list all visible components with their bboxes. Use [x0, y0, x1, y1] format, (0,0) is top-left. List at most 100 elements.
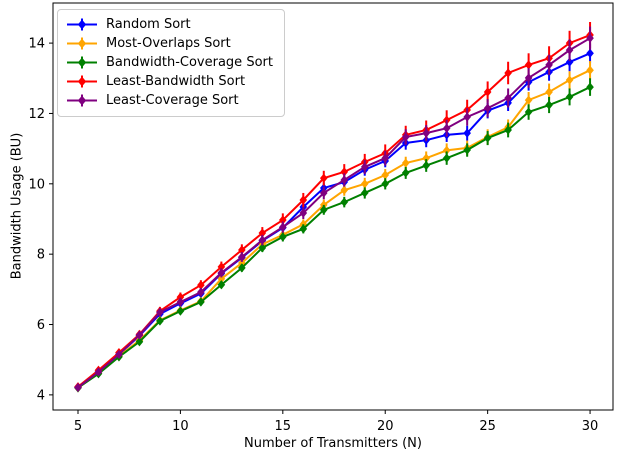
- legend-item-label: Most-Overlaps Sort: [106, 36, 231, 51]
- x-tick-label: 15: [275, 419, 292, 434]
- data-point-marker: [176, 306, 185, 316]
- data-point-marker: [238, 245, 246, 255]
- data-point-marker: [135, 337, 144, 347]
- data-point-marker: [279, 222, 287, 232]
- data-point-marker: [258, 235, 267, 245]
- data-point-marker: [115, 349, 123, 360]
- data-point-marker: [156, 307, 164, 317]
- y-tick-label: 14: [28, 37, 45, 52]
- data-point-marker: [319, 173, 328, 183]
- data-point-marker: [176, 297, 185, 307]
- legend-marker-icon: [67, 56, 97, 69]
- series-bandwidth-coverage-sort: [74, 78, 594, 393]
- data-point-marker: [217, 262, 226, 272]
- series-line: [77, 37, 591, 389]
- data-point-marker: [217, 274, 226, 284]
- data-point-marker: [504, 93, 512, 103]
- data-point-marker: [74, 382, 82, 393]
- data-point-marker: [176, 292, 185, 302]
- data-point-marker: [524, 95, 533, 105]
- data-point-marker: [381, 153, 390, 163]
- data-point-marker: [340, 175, 349, 185]
- legend-item-label: Least-Coverage Sort: [106, 93, 239, 108]
- data-point-marker: [463, 145, 471, 155]
- legend-marker-icon: [67, 18, 97, 31]
- data-point-marker: [565, 57, 574, 67]
- data-point-marker: [319, 188, 328, 198]
- y-tick-label: 4: [37, 388, 45, 403]
- data-point-marker: [217, 268, 226, 278]
- data-point-marker: [545, 87, 553, 97]
- data-point-marker: [279, 215, 287, 225]
- data-point-marker: [586, 82, 594, 92]
- data-point-marker: [504, 68, 512, 78]
- series-least-coverage-sort: [74, 26, 594, 393]
- legend-item-label: Least-Bandwidth Sort: [106, 74, 246, 89]
- legend-marker-icon: [67, 94, 97, 107]
- data-point-marker: [545, 100, 553, 110]
- legend-item: Least-Coverage Sort: [66, 93, 273, 108]
- data-point-marker: [586, 48, 594, 58]
- x-tick-label: 25: [479, 419, 496, 434]
- data-point-marker: [217, 280, 226, 290]
- legend-item: Random Sort: [66, 17, 273, 32]
- data-point-marker: [401, 132, 410, 142]
- data-point-marker: [442, 123, 451, 133]
- y-axis-title: Bandwidth Usage (BU): [9, 132, 25, 280]
- x-tick-label: 10: [172, 419, 189, 434]
- x-tick-label: 30: [582, 419, 599, 434]
- data-point-marker: [258, 228, 267, 238]
- series-line: [77, 69, 591, 389]
- data-point-marker: [381, 170, 390, 180]
- data-point-marker: [381, 179, 390, 189]
- data-point-marker: [340, 185, 349, 195]
- data-point-marker: [94, 367, 103, 377]
- series-line: [77, 34, 591, 388]
- data-point-marker: [258, 243, 267, 253]
- data-point-marker: [299, 208, 308, 218]
- y-tick-label: 10: [28, 177, 45, 192]
- data-point-marker: [299, 224, 308, 234]
- legend-item: Least-Bandwidth Sort: [66, 74, 273, 89]
- legend-item: Bandwidth-Coverage Sort: [66, 55, 273, 70]
- legend: Random Sort Most-Overlaps Sort Bandwidth-C…: [57, 9, 285, 117]
- legend-item-label: Random Sort: [106, 17, 191, 32]
- data-point-marker: [299, 195, 308, 205]
- data-point-marker: [401, 158, 410, 168]
- data-point-marker: [524, 107, 533, 117]
- data-point-marker: [197, 280, 205, 290]
- data-point-marker: [524, 60, 533, 70]
- data-point-marker: [360, 162, 369, 172]
- data-point-marker: [483, 103, 492, 113]
- data-point-marker: [360, 188, 369, 198]
- series-line: [77, 86, 591, 389]
- legend-marker-icon: [67, 37, 97, 50]
- data-point-marker: [360, 179, 369, 189]
- data-point-marker: [586, 33, 594, 43]
- x-tick-label: 20: [377, 419, 394, 434]
- data-point-marker: [463, 112, 471, 122]
- data-point-marker: [135, 330, 144, 340]
- data-point-marker: [524, 73, 533, 83]
- data-point-marker: [422, 153, 430, 163]
- data-point-marker: [545, 60, 553, 70]
- data-point-marker: [565, 92, 574, 102]
- data-point-marker: [156, 316, 164, 326]
- y-tick-label: 8: [37, 248, 45, 263]
- data-point-marker: [340, 167, 349, 177]
- data-point-marker: [565, 75, 574, 85]
- data-point-marker: [340, 197, 349, 207]
- data-point-marker: [463, 128, 471, 138]
- data-point-marker: [586, 65, 594, 75]
- data-point-marker: [442, 153, 451, 163]
- legend-marker-icon: [67, 75, 97, 88]
- data-point-marker: [504, 125, 512, 135]
- data-point-marker: [422, 128, 430, 138]
- data-point-marker: [197, 287, 205, 297]
- data-point-marker: [483, 87, 492, 97]
- y-tick-label: 6: [37, 318, 45, 333]
- data-point-marker: [319, 205, 328, 215]
- data-point-marker: [279, 232, 287, 242]
